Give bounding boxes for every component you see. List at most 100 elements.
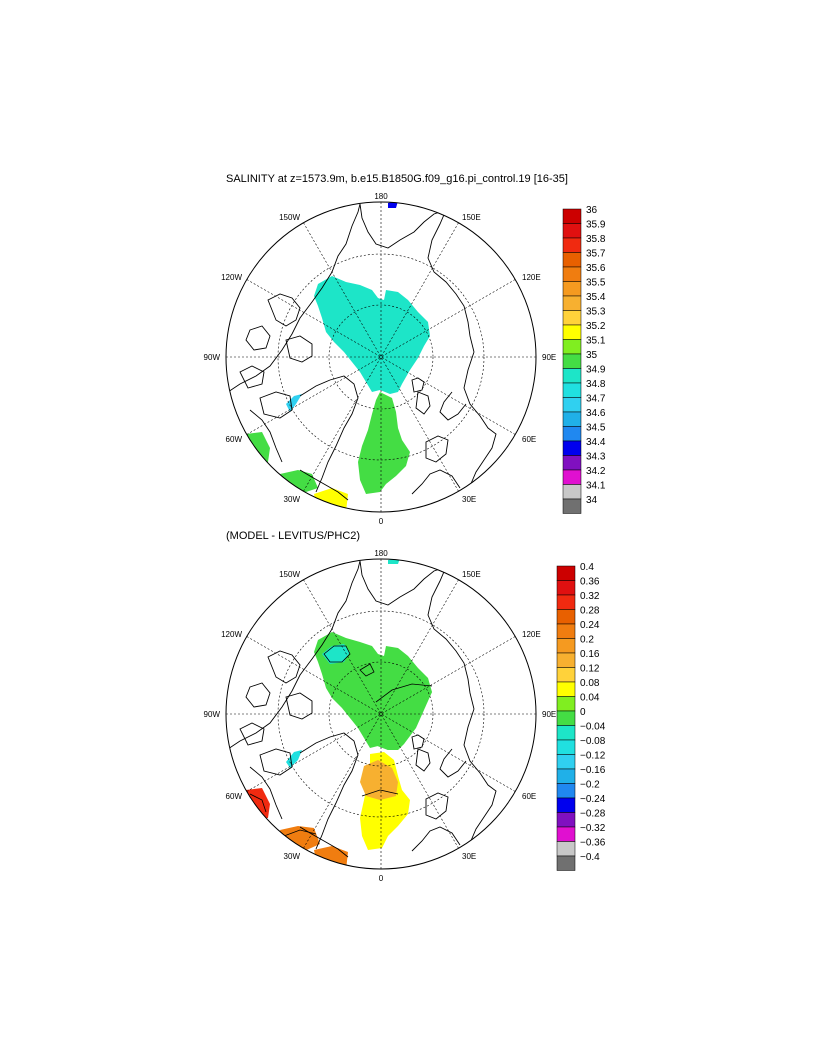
- salinity-title: SALINITY at z=1573.9m, b.e15.B1850G.f09_…: [226, 173, 568, 185]
- lon-label-0: 0: [379, 517, 384, 526]
- colorbar-swatch: [556, 739, 576, 755]
- colorbar-label: 34.7: [586, 394, 606, 405]
- colorbar-swatch: [562, 266, 582, 282]
- colorbar-label: 34.2: [586, 466, 606, 477]
- colorbar-swatch: [556, 652, 576, 668]
- colorbar-label: 35.1: [586, 336, 606, 347]
- colorbar-swatch: [556, 667, 576, 683]
- difference-panel: (MODEL - LEVITUS/PHC2): [204, 530, 606, 883]
- colorbar-swatch: [562, 223, 582, 239]
- lon-label-180: 180: [374, 192, 388, 201]
- colorbar-label: 0.08: [580, 678, 600, 689]
- colorbar-swatch: [562, 484, 582, 500]
- colorbar-label: 34.4: [586, 437, 606, 448]
- colorbar-swatch: [562, 237, 582, 253]
- salinity-field-atlantic-south: [314, 488, 348, 512]
- colorbar-label: −0.24: [580, 794, 606, 805]
- difference-map: [225, 558, 537, 870]
- colorbar-label: 34.3: [586, 452, 606, 463]
- salinity-coastlines: [227, 203, 497, 501]
- colorbar-label: 0.4: [580, 562, 594, 573]
- lon-label-30w: 30W: [284, 495, 301, 504]
- colorbar-swatch: [562, 397, 582, 413]
- colorbar-label: 34.5: [586, 423, 606, 434]
- colorbar-swatch: [556, 768, 576, 784]
- lon-label-150e: 150E: [462, 213, 481, 222]
- colorbar-swatch: [562, 411, 582, 427]
- colorbar-label: −0.36: [580, 838, 606, 849]
- colorbar-swatch: [556, 855, 576, 871]
- colorbar-swatch: [556, 623, 576, 639]
- colorbar-label: −0.28: [580, 809, 606, 820]
- colorbar-swatch: [556, 594, 576, 610]
- lon-label-60e: 60E: [522, 792, 536, 801]
- colorbar-swatch: [556, 826, 576, 842]
- colorbar-swatch: [556, 797, 576, 813]
- lon-label-150w: 150W: [279, 570, 300, 579]
- difference-longitude-labels: 180 150E 120E 90E 60E 30E 0 30W 60W 90W …: [204, 549, 557, 883]
- colorbar-swatch: [562, 455, 582, 471]
- lon-label-30e: 30E: [462, 852, 476, 861]
- colorbar-label: 0.28: [580, 606, 600, 617]
- colorbar-label: −0.16: [580, 765, 606, 776]
- difference-field-baffin: [286, 750, 302, 768]
- difference-title: (MODEL - LEVITUS/PHC2): [226, 530, 360, 542]
- lon-label-0: 0: [379, 874, 384, 883]
- lon-label-30w: 30W: [284, 852, 301, 861]
- colorbar-swatch: [556, 580, 576, 596]
- difference-colorbar: 0.4 0.36 0.32 0.28 0.24 0.2 0.16 0.12 0.08 0.04 0 −…: [556, 562, 606, 871]
- lon-label-90e: 90E: [542, 710, 556, 719]
- lon-label-60w: 60W: [226, 435, 243, 444]
- colorbar-swatch: [562, 252, 582, 268]
- salinity-field-atlantic-west: [280, 470, 318, 494]
- colorbar-label: 34: [586, 495, 598, 506]
- colorbar-label: 0.16: [580, 649, 600, 660]
- lon-label-120e: 120E: [522, 273, 541, 282]
- colorbar-swatch: [562, 339, 582, 355]
- colorbar-swatch: [562, 281, 582, 297]
- colorbar-swatch: [556, 725, 576, 741]
- colorbar-label: −0.32: [580, 823, 606, 834]
- colorbar-swatch: [556, 754, 576, 770]
- colorbar-swatch: [562, 426, 582, 442]
- colorbar-swatch: [556, 812, 576, 828]
- colorbar-label: 35.9: [586, 220, 606, 231]
- colorbar-label: 35.6: [586, 263, 606, 274]
- colorbar-swatch: [562, 324, 582, 340]
- colorbar-swatch: [562, 368, 582, 384]
- colorbar-label: 35.4: [586, 292, 606, 303]
- colorbar-label: 36: [586, 205, 598, 216]
- colorbar-label: −0.4: [580, 852, 600, 863]
- colorbar-label: 35.7: [586, 249, 606, 260]
- colorbar-swatch: [562, 382, 582, 398]
- colorbar-label: 0.04: [580, 693, 600, 704]
- difference-graticule: [226, 559, 536, 869]
- colorbar-label: −0.2: [580, 780, 600, 791]
- colorbar-label: 0.2: [580, 635, 594, 646]
- difference-contours: [249, 645, 433, 837]
- lon-label-150w: 150W: [279, 213, 300, 222]
- colorbar-swatch: [562, 208, 582, 224]
- colorbar-label: 34.8: [586, 379, 606, 390]
- colorbar-swatch: [556, 841, 576, 857]
- colorbar-label: 0.12: [580, 664, 600, 675]
- lon-label-120w: 120W: [221, 273, 242, 282]
- colorbar-swatch: [556, 565, 576, 581]
- colorbar-swatch: [556, 638, 576, 654]
- lon-label-90w: 90W: [204, 353, 221, 362]
- salinity-map: [225, 201, 537, 513]
- salinity-colorbar: 36 35.9 35.8 35.7 35.6 35.5 35.4 35.3 35.2 35.1 35…: [562, 205, 606, 514]
- colorbar-swatch: [562, 295, 582, 311]
- lon-label-60e: 60E: [522, 435, 536, 444]
- colorbar-swatch: [562, 310, 582, 326]
- salinity-field-labrador: [246, 432, 270, 462]
- salinity-field-baffin: [286, 394, 302, 412]
- difference-field-norwegian-cap: [360, 760, 398, 800]
- lon-label-90e: 90E: [542, 353, 556, 362]
- colorbar-label: 0: [580, 707, 586, 718]
- colorbar-swatch: [556, 609, 576, 625]
- salinity-field-nordic-seas: [358, 392, 410, 494]
- lon-label-30e: 30E: [462, 495, 476, 504]
- colorbar-label: 0.32: [580, 591, 600, 602]
